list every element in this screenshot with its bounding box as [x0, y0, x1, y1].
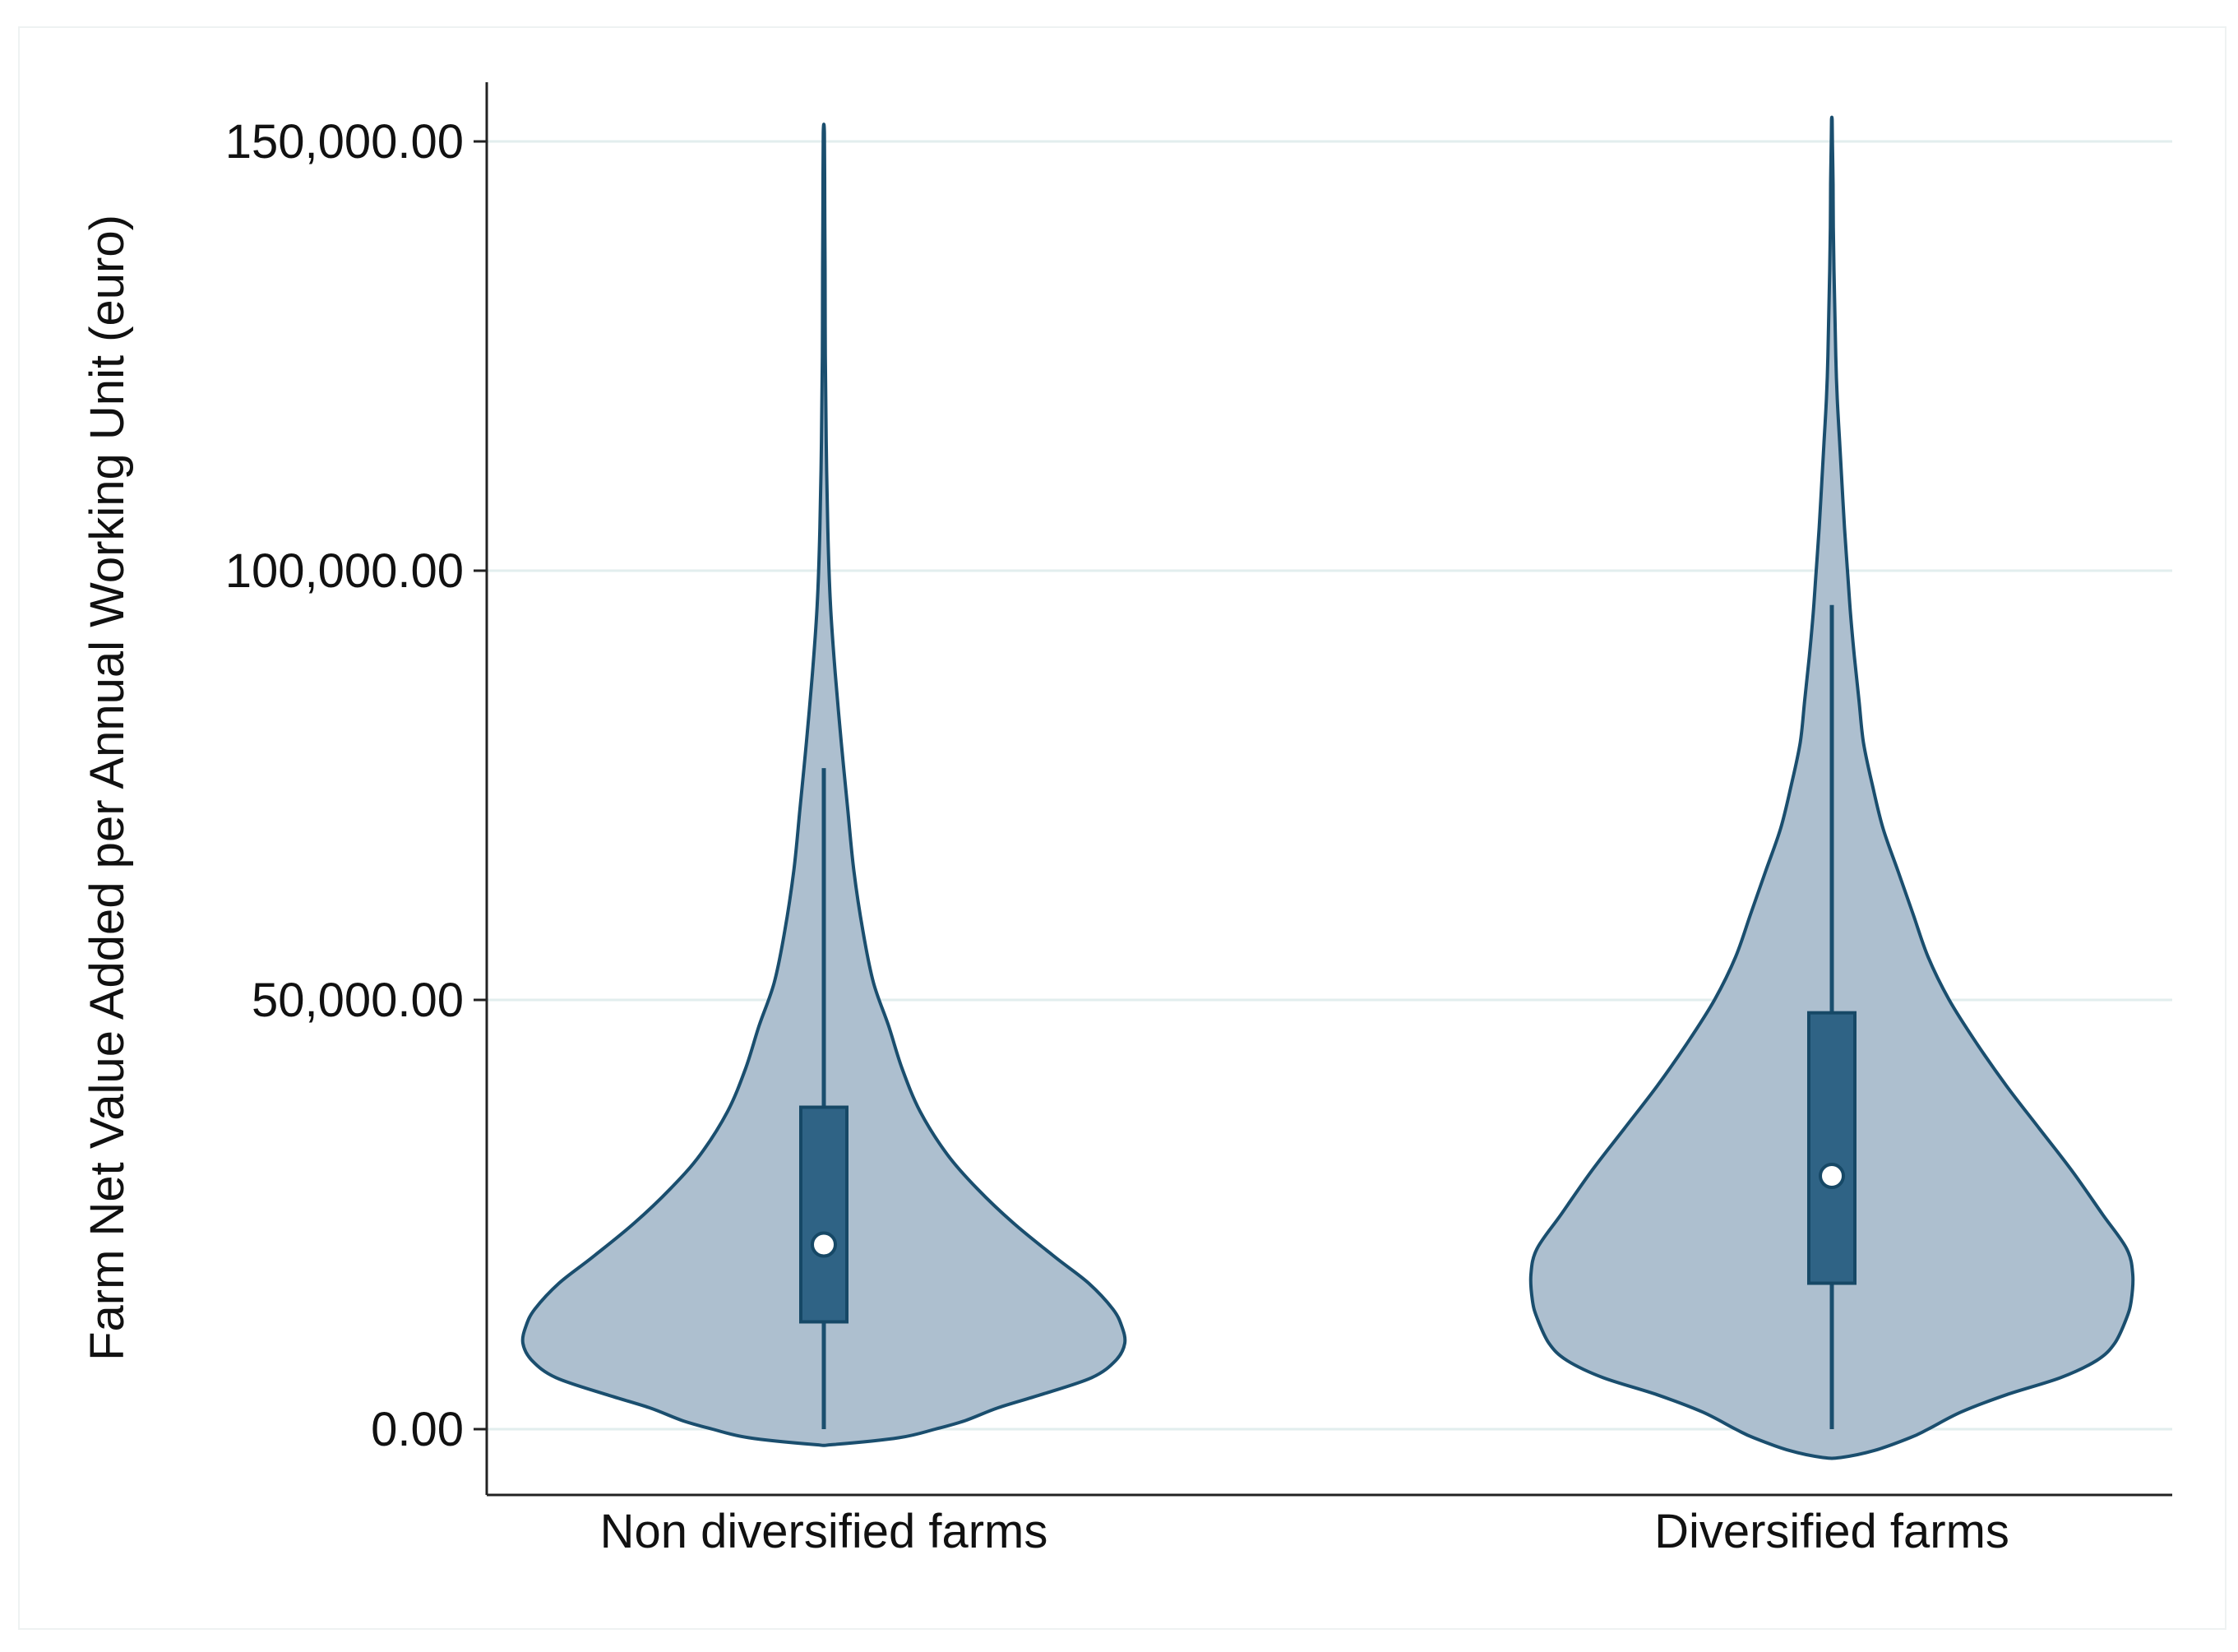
iqr-box: [1807, 1011, 1857, 1285]
y-tick-label: 100,000.00: [225, 544, 464, 598]
iqr-box: [799, 1105, 848, 1324]
figure-frame: [18, 26, 2226, 1630]
violins: [520, 115, 2135, 1460]
axes: [485, 82, 2172, 1497]
y-tick-label: 0.00: [371, 1403, 464, 1456]
x-tick-labels: Non diversified farms Diversified farms: [600, 1505, 2009, 1558]
y-tick-labels: 0.00 50,000.00 100,000.00 150,000.00: [225, 115, 487, 1456]
x-tick-label: Diversified farms: [1654, 1505, 2009, 1558]
y-axis-label: Farm Net Value Added per Annual Working …: [81, 215, 134, 1361]
y-tick-label: 50,000.00: [252, 974, 464, 1027]
median-marker: [1819, 1163, 1845, 1190]
y-tick-label: 150,000.00: [225, 115, 464, 169]
median-marker: [811, 1231, 837, 1258]
x-tick-label: Non diversified farms: [600, 1505, 1048, 1558]
